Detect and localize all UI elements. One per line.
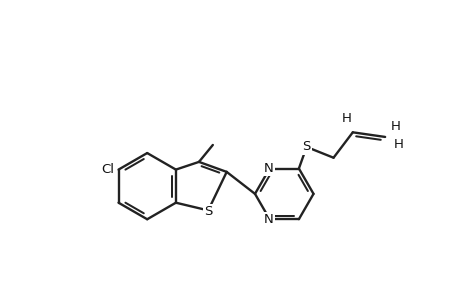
Text: N: N [263, 162, 273, 175]
Text: H: H [393, 138, 403, 151]
Text: H: H [341, 112, 351, 125]
Text: H: H [390, 120, 400, 133]
Text: Cl: Cl [101, 163, 114, 176]
Text: S: S [204, 206, 212, 218]
Text: S: S [302, 140, 310, 154]
Text: N: N [263, 213, 273, 226]
